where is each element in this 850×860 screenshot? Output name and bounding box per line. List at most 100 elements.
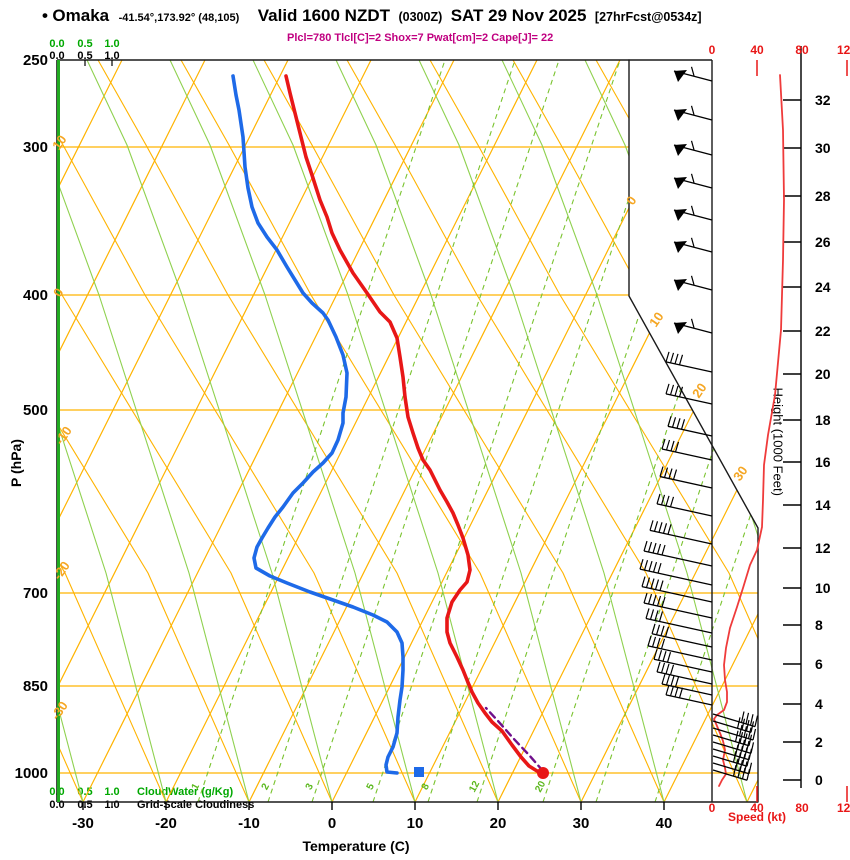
dry-adiabat-line	[57, 60, 167, 802]
barb-feather	[662, 523, 668, 534]
pressure-tick-label: 400	[23, 287, 48, 304]
pressure-tick-label: 300	[23, 139, 48, 156]
barb-feather	[743, 733, 748, 745]
barb-feather	[690, 318, 695, 328]
stability-indices: Plcl=780 Tlcl[C]=2 Shox=7 Pwat[cm]=2 Cap…	[287, 32, 554, 44]
barb-feather	[665, 674, 671, 686]
wind-barb-pennant	[673, 173, 713, 189]
barb-feather	[749, 714, 754, 726]
barb-feather	[639, 558, 644, 570]
barb-staff	[651, 633, 713, 648]
moist-adiabat-line	[57, 60, 250, 802]
pressure-tick-label: 500	[23, 402, 48, 419]
wind-barb-west	[645, 608, 713, 634]
barb-pennant-flag	[674, 322, 687, 334]
mixing-ratio-label: 8	[420, 781, 433, 791]
wind-barb-west	[649, 520, 713, 545]
isotherm-line	[82, 60, 455, 802]
valid-zulu: (0300Z)	[398, 10, 443, 24]
barb-feather	[666, 652, 672, 663]
wind-barb-west	[651, 623, 713, 648]
wind-barb-pennant	[673, 318, 713, 334]
temperature-tick-label: 40	[656, 815, 673, 832]
valid-date: SAT 29 Nov 2025	[450, 6, 587, 25]
barb-staff	[649, 529, 713, 545]
wind-barb-west	[656, 493, 713, 517]
isotherm-line	[746, 60, 758, 802]
barb-feather	[668, 468, 673, 479]
barb-feather	[670, 675, 675, 687]
barb-feather	[745, 712, 750, 725]
wind-barb-pennant	[673, 275, 713, 291]
barb-staff	[639, 568, 713, 586]
barb-feather	[647, 635, 652, 647]
barb-feather	[732, 751, 737, 763]
barb-feather	[674, 353, 679, 365]
cloudiness-scale-value: 0.5	[77, 50, 93, 62]
isotherm-line	[331, 60, 704, 802]
barb-feather	[669, 685, 675, 697]
barb-feather	[674, 385, 679, 397]
adiabat-label: -10	[52, 423, 75, 447]
barb-feather	[649, 609, 655, 620]
barb-feather	[660, 494, 666, 506]
moist-adiabat-line	[418, 60, 665, 802]
moist-adiabat-line	[169, 60, 416, 802]
barb-feather	[737, 752, 742, 764]
wind-barb-west	[643, 592, 713, 619]
barb-feather	[746, 769, 751, 781]
barb-feather	[741, 718, 746, 730]
barb-feather	[669, 352, 675, 364]
barb-feather	[676, 418, 681, 429]
moist-adiabat-line	[584, 60, 758, 802]
isotherm-line	[497, 60, 758, 802]
wind-barb-south	[712, 765, 751, 781]
barb-staff	[712, 720, 752, 734]
barb-feather	[674, 676, 680, 688]
barb-feather	[649, 520, 654, 531]
barb-feather	[647, 541, 653, 553]
barb-feather	[661, 438, 666, 450]
barb-staff	[712, 748, 750, 761]
wind-barb-pennant	[673, 140, 713, 156]
barb-feather	[690, 173, 695, 183]
barb-feather	[665, 351, 670, 363]
wind-barbs	[639, 66, 759, 781]
barb-feather	[657, 562, 662, 574]
cloudwater-scale-value: 1.0	[104, 38, 120, 50]
moist-adiabat-line	[834, 60, 850, 802]
grid-boundary-line	[628, 59, 759, 803]
barb-feather	[656, 543, 662, 555]
barb-pennant-flag	[674, 144, 687, 156]
barb-feather	[647, 593, 653, 605]
isotherm-line	[57, 60, 206, 802]
temperature-tick-label: -20	[155, 815, 177, 832]
mixing-ratio-line	[311, 60, 560, 802]
wind-barb-west	[643, 540, 713, 567]
isotherm-line	[57, 60, 372, 802]
barb-feather	[655, 624, 661, 635]
mixing-ratio-label: 2	[260, 781, 273, 791]
station-coords: -41.54°,173.92° (48,105)	[118, 12, 240, 24]
barb-feather	[656, 637, 661, 649]
wind-barb-west	[667, 416, 713, 437]
barb-feather	[680, 419, 686, 430]
barb-feather	[641, 576, 646, 587]
pressure-tick-label: 850	[23, 678, 48, 695]
adiabat-label: 10	[49, 132, 70, 152]
barb-feather	[652, 594, 657, 606]
speed-tick-label-bottom: 120	[837, 801, 850, 815]
wind-barb-west	[641, 576, 713, 603]
barb-feather	[669, 384, 675, 396]
temperature-tick-label: -10	[238, 815, 260, 832]
wind-barb-west	[665, 684, 713, 706]
height-tick-label: 16	[815, 454, 831, 470]
barb-feather	[738, 724, 743, 737]
mixing-ratio-line	[542, 60, 758, 802]
height-tick-label: 26	[815, 234, 831, 250]
barb-staff	[656, 503, 713, 517]
barb-feather	[645, 608, 650, 619]
isotherm-label: 0	[623, 193, 639, 208]
barb-feather	[741, 753, 746, 765]
